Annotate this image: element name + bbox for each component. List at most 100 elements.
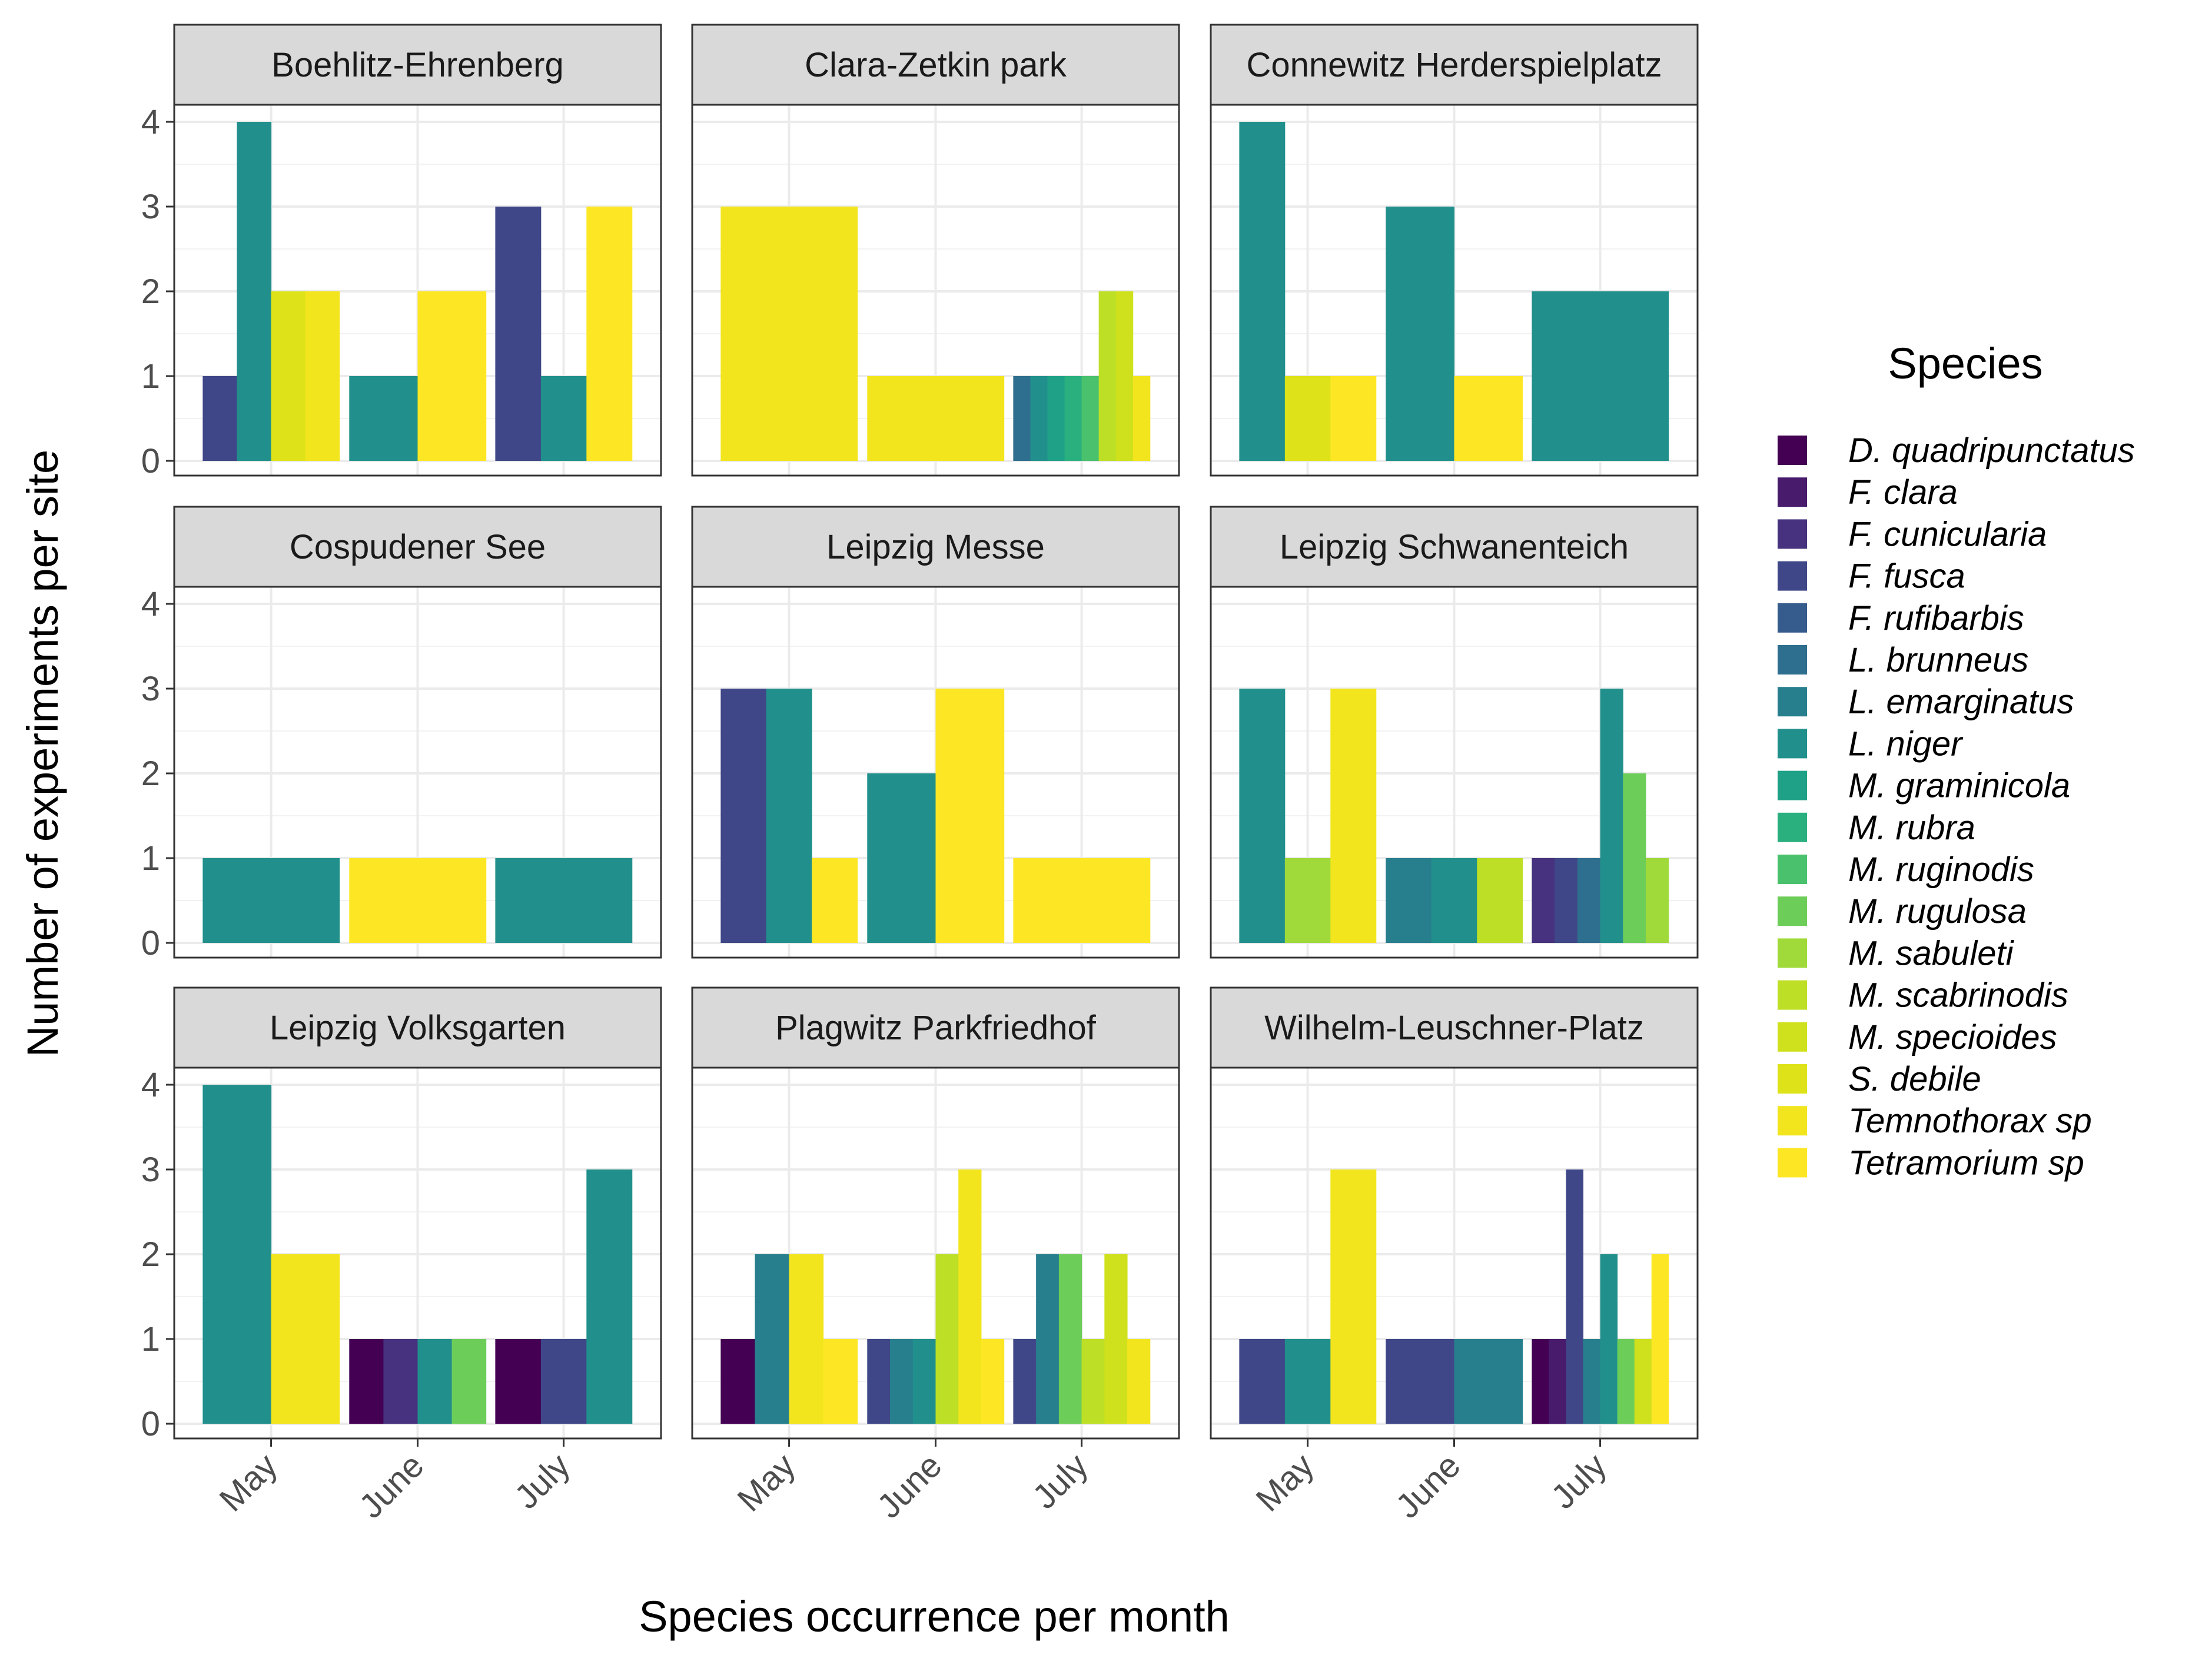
bar-m-specioides bbox=[1115, 291, 1134, 461]
panel-strip bbox=[173, 986, 662, 1069]
bar-l-niger bbox=[912, 1339, 936, 1424]
bar-temnothorax-sp bbox=[1330, 1169, 1377, 1424]
bar-f-fusca bbox=[720, 689, 767, 943]
legend-item-m-rubra: M. rubra bbox=[1778, 809, 1975, 847]
legend-key bbox=[1778, 896, 1807, 926]
panel-title: Cospudener See bbox=[290, 528, 546, 566]
bar-tetramorium-sp bbox=[586, 207, 633, 461]
y-tick-label: 1 bbox=[141, 357, 160, 396]
panel-border bbox=[691, 586, 1180, 959]
legend-item-f-fusca: F. fusca bbox=[1778, 557, 1965, 596]
legend-key bbox=[1778, 561, 1807, 591]
facet-panels: Boehlitz-Ehrenberg 0 1 2 3 4 Clara-Zetkin park… bbox=[141, 24, 1699, 1526]
y-tick-label: 0 bbox=[141, 442, 160, 480]
y-tick-label: 1 bbox=[141, 1320, 160, 1358]
panel-strip bbox=[1210, 506, 1699, 588]
bar-m-scabrinodis bbox=[935, 1254, 959, 1424]
legend-key bbox=[1778, 519, 1807, 549]
panel-strip bbox=[173, 24, 662, 106]
y-tick-label: 4 bbox=[141, 103, 160, 141]
y-tick-label: 3 bbox=[141, 670, 160, 708]
panel-border bbox=[1210, 104, 1699, 477]
bar-m-ruginodis bbox=[1081, 376, 1100, 461]
legend-label: M. graminicola bbox=[1848, 767, 2070, 805]
legend-key bbox=[1778, 603, 1807, 633]
bar-l-niger bbox=[349, 376, 418, 461]
bar-temnothorax-sp bbox=[305, 291, 340, 461]
bar-l-emarginatus bbox=[755, 1254, 790, 1424]
y-tick-label: 0 bbox=[141, 924, 160, 962]
panel-border bbox=[173, 586, 662, 959]
bar-l-emarginatus bbox=[890, 1339, 914, 1424]
bar-m-rubra bbox=[1064, 376, 1082, 461]
legend-key bbox=[1778, 645, 1807, 674]
bar-tetramorium-sp bbox=[417, 291, 487, 461]
legend-label: M. sabuleti bbox=[1848, 934, 2015, 972]
legend-key bbox=[1778, 729, 1807, 759]
bar-l-emarginatus bbox=[1386, 858, 1432, 943]
legend-item-m-scabrinodis: M. scabrinodis bbox=[1778, 976, 2068, 1015]
legend-key bbox=[1778, 855, 1807, 884]
bar-m-scabrinodis bbox=[1081, 1339, 1105, 1424]
panel-leipzig-schwanenteich: Leipzig Schwanenteich bbox=[1210, 506, 1699, 959]
panel-strip bbox=[691, 986, 1180, 1069]
legend-item-f-rufibarbis: F. rufibarbis bbox=[1778, 599, 2024, 637]
legend-key bbox=[1778, 770, 1807, 800]
y-axis-title: Number of experiments per site bbox=[18, 450, 67, 1057]
legend-key bbox=[1778, 980, 1807, 1010]
panel-strip bbox=[691, 24, 1180, 106]
legend-key bbox=[1778, 687, 1807, 717]
bar-l-niger bbox=[1386, 207, 1454, 461]
bar-l-niger bbox=[202, 858, 340, 943]
panel-title: Connewitz Herderspielplatz bbox=[1247, 46, 1662, 84]
panel-title: Plagwitz Parkfriedhof bbox=[775, 1009, 1097, 1047]
bar-l-niger bbox=[237, 122, 272, 461]
legend-label: M. specioides bbox=[1848, 1018, 2057, 1056]
bar-l-niger bbox=[1239, 689, 1286, 943]
bar-temnothorax-sp bbox=[1132, 376, 1151, 461]
bar-temnothorax-sp bbox=[1330, 689, 1377, 943]
bar-tetramorium-sp bbox=[823, 1339, 858, 1424]
panel-border bbox=[1210, 586, 1699, 959]
bar-tetramorium-sp bbox=[1454, 376, 1523, 461]
bar-tetramorium-sp bbox=[349, 858, 487, 943]
y-tick-label: 3 bbox=[141, 188, 160, 226]
bar-f-cunicularia bbox=[383, 1339, 418, 1424]
bar-temnothorax-sp bbox=[1127, 1339, 1151, 1424]
bar-tetramorium-sp bbox=[1330, 376, 1377, 461]
bar-l-brunneus bbox=[1577, 858, 1601, 943]
bar-s-debile bbox=[271, 291, 306, 461]
bar-f-fusca bbox=[1386, 1339, 1454, 1424]
bar-f-fusca bbox=[1566, 1169, 1584, 1424]
legend-item-temnothorax-sp: Temnothorax sp bbox=[1778, 1102, 2092, 1140]
bar-d-quadripunctatus bbox=[349, 1339, 384, 1424]
panel-clara-zetkin-park: Clara-Zetkin park bbox=[691, 24, 1180, 477]
legend-key bbox=[1778, 1106, 1807, 1136]
legend-item-m-specioides: M. specioides bbox=[1778, 1018, 2057, 1056]
bar-m-graminicola bbox=[1047, 376, 1065, 461]
bar-l-niger bbox=[1239, 122, 1286, 461]
panel-border bbox=[173, 104, 662, 477]
bar-l-emarginatus bbox=[1583, 1339, 1601, 1424]
bar-m-rugulosa bbox=[1058, 1254, 1082, 1424]
bar-tetramorium-sp bbox=[1013, 858, 1151, 943]
legend-item-s-debile: S. debile bbox=[1778, 1060, 1981, 1098]
legend-key bbox=[1778, 1064, 1807, 1094]
bar-d-quadripunctatus bbox=[720, 1339, 755, 1424]
bar-f-fusca bbox=[540, 1339, 587, 1424]
legend-label: F. clara bbox=[1848, 473, 1958, 511]
legend-label: M. scabrinodis bbox=[1848, 976, 2068, 1015]
legend-item-m-ruginodis: M. ruginodis bbox=[1778, 850, 2034, 889]
bar-temnothorax-sp bbox=[720, 207, 858, 461]
legend-key bbox=[1778, 477, 1807, 507]
bar-l-brunneus bbox=[1013, 376, 1031, 461]
bar-m-specioides bbox=[1634, 1339, 1652, 1424]
x-axis-title: Species occurrence per month bbox=[639, 1592, 1230, 1641]
bar-temnothorax-sp bbox=[789, 1254, 824, 1424]
legend-label: D. quadripunctatus bbox=[1848, 431, 2135, 470]
bar-m-sabuleti bbox=[1284, 858, 1331, 943]
bar-s-debile bbox=[1284, 376, 1331, 461]
bar-f-fusca bbox=[202, 376, 237, 461]
